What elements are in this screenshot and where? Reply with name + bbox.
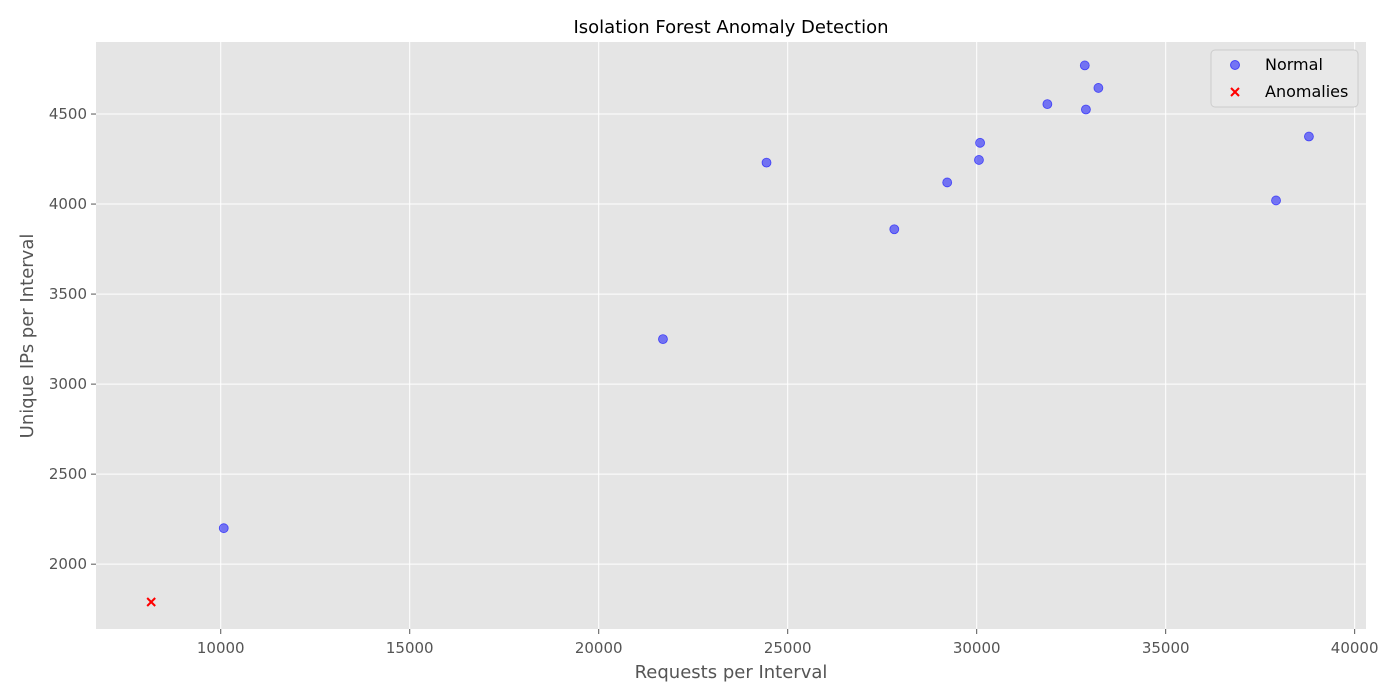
y-axis-label: Unique IPs per Interval xyxy=(17,234,38,439)
normal-point xyxy=(1042,99,1053,110)
x-tick-label: 30000 xyxy=(953,639,1001,657)
y-tick-label: 2500 xyxy=(49,465,87,483)
normal-point xyxy=(889,224,900,235)
y-tick-label: 2000 xyxy=(49,555,87,573)
tick-labels: 10000 15000 20000 25000 30000 35000 40000 2000 2… xyxy=(49,105,1379,657)
normal-point xyxy=(974,155,984,165)
x-tick-label: 10000 xyxy=(197,639,245,657)
grid xyxy=(96,42,1366,629)
y-tick-label: 3000 xyxy=(49,375,87,393)
normal-point xyxy=(1271,195,1281,206)
y-tick-label: 3500 xyxy=(49,285,87,303)
normal-point xyxy=(658,334,668,345)
x-tick-label: 20000 xyxy=(575,639,623,657)
legend: Normal Anomalies xyxy=(1210,49,1359,108)
normal-point xyxy=(1081,104,1091,115)
y-tick-label: 4500 xyxy=(49,105,87,123)
legend-anomaly-marker xyxy=(1230,87,1240,97)
x-tick-label: 15000 xyxy=(386,639,434,657)
x-tick-label: 40000 xyxy=(1331,639,1379,657)
normal-point xyxy=(1093,83,1104,93)
data-points xyxy=(146,60,1314,607)
x-tick-label: 35000 xyxy=(1142,639,1190,657)
legend-normal-marker xyxy=(1230,60,1240,70)
normal-point xyxy=(761,157,772,168)
y-tick-label: 4000 xyxy=(49,195,87,213)
plot-area xyxy=(96,42,1366,629)
anomaly-point-stroke xyxy=(146,597,156,607)
normal-point xyxy=(975,137,985,148)
normal-point xyxy=(1079,60,1090,71)
chart-title: Isolation Forest Anomaly Detection xyxy=(573,17,888,38)
legend-anomaly-label: Anomalies xyxy=(1265,82,1348,101)
normal-point xyxy=(942,177,953,188)
legend-anomaly-stroke xyxy=(1230,87,1240,97)
anomaly-point xyxy=(146,597,156,607)
x-axis-label: Requests per Interval xyxy=(635,662,828,683)
legend-normal-label: Normal xyxy=(1265,55,1323,74)
normal-point xyxy=(218,523,229,534)
legend-box xyxy=(1210,49,1359,108)
normal-point xyxy=(1304,131,1314,142)
x-tick-label: 25000 xyxy=(764,639,812,657)
